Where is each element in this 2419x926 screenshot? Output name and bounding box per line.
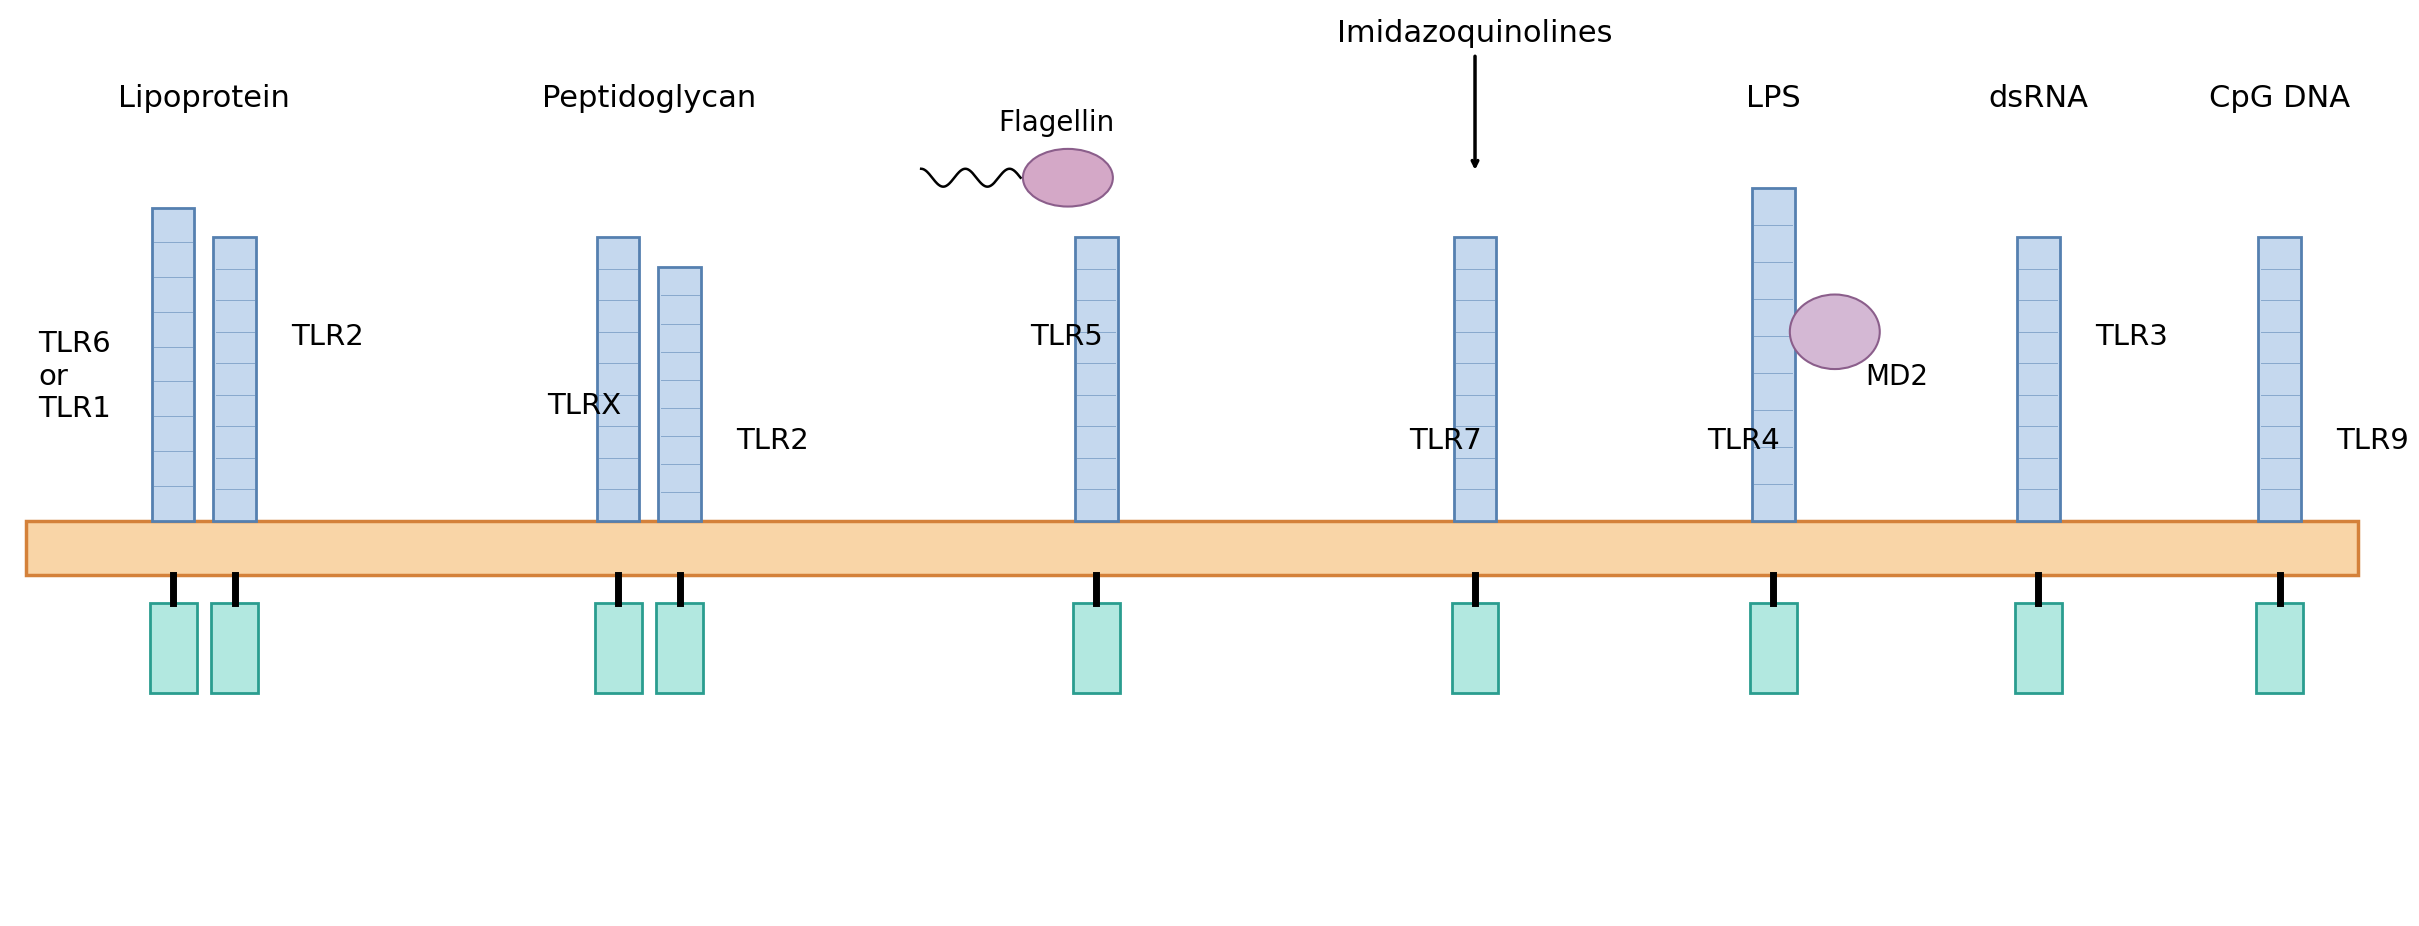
FancyBboxPatch shape (1074, 237, 1118, 520)
FancyBboxPatch shape (597, 237, 639, 520)
FancyBboxPatch shape (27, 520, 2359, 575)
Text: TLR6
or
TLR1: TLR6 or TLR1 (39, 331, 111, 423)
Text: TLR5: TLR5 (1030, 323, 1103, 351)
Text: TLR7: TLR7 (1408, 427, 1480, 456)
Text: Lipoprotein: Lipoprotein (119, 83, 290, 113)
Text: CpG DNA: CpG DNA (2209, 83, 2351, 113)
FancyBboxPatch shape (2259, 237, 2300, 520)
Ellipse shape (1023, 149, 1113, 206)
Text: TLR9: TLR9 (2337, 427, 2409, 456)
Text: TLR2: TLR2 (293, 323, 365, 351)
FancyBboxPatch shape (595, 603, 641, 693)
Text: TLR3: TLR3 (2095, 323, 2167, 351)
FancyBboxPatch shape (150, 603, 196, 693)
Ellipse shape (1790, 294, 1880, 369)
FancyBboxPatch shape (213, 237, 256, 520)
Text: LPS: LPS (1747, 83, 1800, 113)
Text: TLRX: TLRX (547, 393, 622, 420)
FancyBboxPatch shape (1749, 603, 1797, 693)
FancyBboxPatch shape (1454, 237, 1497, 520)
FancyBboxPatch shape (210, 603, 259, 693)
Text: TLR2: TLR2 (735, 427, 810, 456)
Text: Peptidoglycan: Peptidoglycan (542, 83, 757, 113)
Text: TLR4: TLR4 (1708, 427, 1780, 456)
FancyBboxPatch shape (1451, 603, 1497, 693)
FancyBboxPatch shape (1751, 188, 1795, 520)
FancyBboxPatch shape (2015, 603, 2061, 693)
Text: Imidazoquinolines: Imidazoquinolines (1338, 19, 1613, 48)
Text: MD2: MD2 (1865, 362, 1928, 391)
Text: Flagellin: Flagellin (999, 109, 1115, 137)
Text: dsRNA: dsRNA (1988, 83, 2088, 113)
FancyBboxPatch shape (656, 603, 704, 693)
FancyBboxPatch shape (2017, 237, 2059, 520)
FancyBboxPatch shape (2257, 603, 2303, 693)
FancyBboxPatch shape (1074, 603, 1120, 693)
FancyBboxPatch shape (658, 268, 702, 520)
FancyBboxPatch shape (152, 207, 194, 520)
